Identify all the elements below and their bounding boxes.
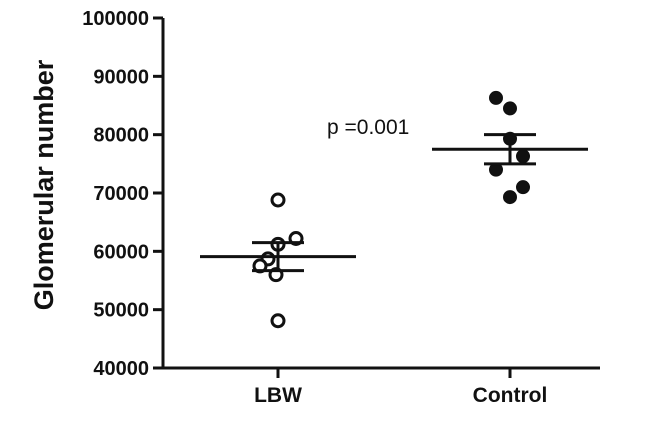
control-data-point bbox=[489, 90, 503, 105]
y-tick-label: 90000 bbox=[93, 66, 149, 88]
summary-bars bbox=[200, 133, 588, 273]
y-axis-title: Glomerular number bbox=[29, 59, 59, 310]
y-tick-label: 70000 bbox=[93, 183, 149, 205]
x-tick-label-control: Control bbox=[473, 384, 548, 407]
x-tick-label-lbw: LBW bbox=[254, 384, 302, 407]
y-tick-label: 40000 bbox=[93, 358, 149, 380]
lbw-data-point bbox=[270, 192, 286, 208]
y-axis: 40000 50000 60000 70000 80000 90000 100000 bbox=[82, 8, 165, 380]
lbw-data-point bbox=[270, 313, 286, 329]
y-tick-label: 80000 bbox=[93, 125, 149, 147]
control-data-point bbox=[516, 149, 530, 164]
control-data-point bbox=[503, 190, 517, 205]
control-data-point bbox=[516, 180, 530, 195]
control-data-point bbox=[503, 101, 517, 116]
x-axis: LBW Control bbox=[163, 366, 600, 407]
p-value-annotation: p =0.001 bbox=[327, 116, 409, 139]
y-tick-label: 50000 bbox=[93, 300, 149, 322]
y-tick-label: 100000 bbox=[82, 8, 149, 30]
y-tick-label: 60000 bbox=[93, 241, 149, 263]
